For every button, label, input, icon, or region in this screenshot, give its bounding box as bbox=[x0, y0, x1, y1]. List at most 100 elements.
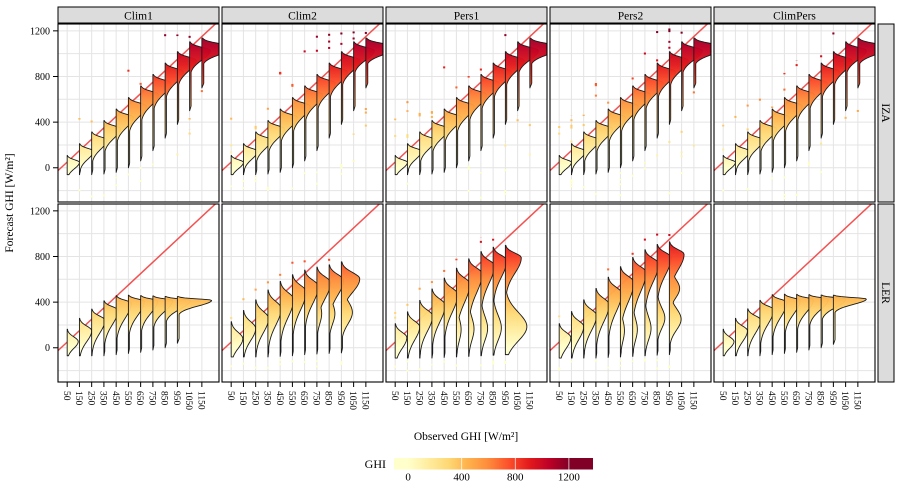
x-tick-label: 150 bbox=[73, 391, 83, 406]
panel-border bbox=[713, 23, 876, 203]
x-tick-label: 50 bbox=[61, 391, 71, 401]
panel-plot-area bbox=[222, 204, 383, 382]
panel-plot-area bbox=[58, 24, 219, 202]
facet-strip-clim2: Clim2 bbox=[221, 6, 384, 24]
panel-pers2-iza bbox=[549, 23, 712, 203]
panel-border bbox=[549, 23, 712, 203]
x-tick-label: 650 bbox=[298, 391, 308, 406]
panel-pers2-ler bbox=[549, 203, 712, 383]
legend-gradient-bar bbox=[394, 458, 593, 470]
panel-clim1-ler bbox=[57, 203, 220, 383]
ridge-group bbox=[558, 37, 711, 176]
ridge-group bbox=[722, 37, 875, 176]
ridge-density bbox=[595, 287, 610, 359]
x-tick-label: 1150 bbox=[195, 391, 205, 410]
row-strip-label: IZA bbox=[879, 103, 891, 123]
x-tick-label: 450 bbox=[766, 391, 776, 406]
facet-strip-pers1: Pers1 bbox=[385, 6, 548, 24]
x-tick-label: 250 bbox=[413, 391, 423, 406]
x-tick-label: 850 bbox=[323, 391, 333, 406]
x-tick-label: 150 bbox=[565, 391, 575, 406]
facet-strip-label: ClimPers bbox=[773, 11, 816, 23]
ridge-density bbox=[365, 37, 383, 89]
outlier-dashes bbox=[394, 237, 507, 372]
x-tick-label: 750 bbox=[474, 391, 484, 406]
outlier-dashes bbox=[558, 231, 671, 371]
legend-tick-label: 400 bbox=[453, 472, 470, 484]
ridge-density bbox=[78, 143, 94, 176]
panel-plot-area bbox=[550, 24, 711, 202]
x-tick-label: 1050 bbox=[511, 391, 521, 410]
x-tick-label: 850 bbox=[815, 391, 825, 406]
panel-climpers-iza bbox=[713, 23, 876, 203]
facet-strip-clim1: Clim1 bbox=[57, 6, 220, 24]
panel-plot-area bbox=[222, 24, 383, 202]
panel-plot-area bbox=[386, 24, 547, 202]
x-tick-label: 150 bbox=[729, 391, 739, 406]
x-tick-label: 1050 bbox=[347, 391, 357, 410]
x-tick-label: 750 bbox=[638, 391, 648, 406]
ridge-group bbox=[394, 244, 528, 359]
x-tick-label: 850 bbox=[487, 391, 497, 406]
ridge-density bbox=[747, 308, 762, 357]
x-tick-label: 650 bbox=[134, 391, 144, 406]
row-strip-iza: IZA bbox=[877, 23, 895, 203]
y-tick-label: 800 bbox=[35, 72, 50, 83]
x-tick-label: 50 bbox=[225, 391, 235, 401]
x-tick-label: 550 bbox=[450, 391, 460, 406]
outlier-dashes bbox=[394, 32, 531, 199]
x-tick-label: 1150 bbox=[687, 391, 697, 410]
ridge-density bbox=[722, 155, 736, 176]
x-tick-label: 1150 bbox=[359, 391, 369, 410]
ridge-density bbox=[394, 323, 408, 359]
panel-pers1-ler bbox=[385, 203, 548, 383]
row-strip-box bbox=[877, 23, 895, 203]
ridge-group bbox=[558, 241, 685, 359]
y-tick-label: 1200 bbox=[30, 206, 50, 217]
x-tick-label: 950 bbox=[499, 391, 509, 406]
x-tick-label: 50 bbox=[717, 391, 727, 401]
panel-border bbox=[385, 23, 548, 203]
legend-tick-label: 0 bbox=[405, 472, 411, 484]
ridge-density bbox=[558, 323, 572, 359]
facet-strip-box bbox=[221, 6, 384, 24]
legend-tick-label: 1200 bbox=[558, 472, 581, 484]
ridge-density bbox=[832, 294, 867, 345]
ridge-density bbox=[242, 143, 258, 176]
x-tick-label: 850 bbox=[651, 391, 661, 406]
ridge-density bbox=[304, 269, 319, 356]
ridge-density bbox=[722, 328, 735, 357]
ridge-density bbox=[66, 155, 80, 176]
x-tick-label: 950 bbox=[335, 391, 345, 406]
row-strip-label: LER bbox=[879, 282, 891, 304]
ridge-density bbox=[443, 277, 459, 358]
x-tick-label: 450 bbox=[438, 391, 448, 406]
ridge-density bbox=[279, 280, 295, 357]
panel-clim1-iza bbox=[57, 23, 220, 203]
ridge-density bbox=[668, 241, 685, 356]
ridge-density bbox=[607, 276, 623, 358]
ridge-density bbox=[558, 155, 572, 176]
ridge-group bbox=[66, 37, 219, 176]
x-tick-label: 750 bbox=[310, 391, 320, 406]
outlier-dashes bbox=[230, 29, 367, 191]
facet-strip-label: Pers2 bbox=[618, 11, 644, 23]
ridge-density bbox=[734, 143, 750, 176]
x-tick-label: 550 bbox=[286, 391, 296, 406]
panel-plot-area bbox=[550, 204, 711, 382]
panel-background bbox=[58, 204, 219, 382]
x-tick-label: 350 bbox=[754, 391, 764, 406]
y-tick-label: 0 bbox=[45, 343, 50, 354]
x-tick-label: 550 bbox=[778, 391, 788, 406]
panel-border bbox=[57, 203, 220, 383]
ridge-density bbox=[230, 155, 244, 176]
ridge-density bbox=[734, 317, 748, 357]
ridge-density bbox=[66, 328, 79, 357]
ridge-density bbox=[406, 311, 421, 359]
x-tick-label: 350 bbox=[426, 391, 436, 406]
ridge-density bbox=[857, 37, 875, 89]
panel-clim2-ler bbox=[221, 203, 384, 383]
facet-strip-label: Clim1 bbox=[124, 11, 153, 23]
y-tick-label: 1200 bbox=[30, 26, 50, 37]
outlier-dashes bbox=[230, 258, 343, 369]
